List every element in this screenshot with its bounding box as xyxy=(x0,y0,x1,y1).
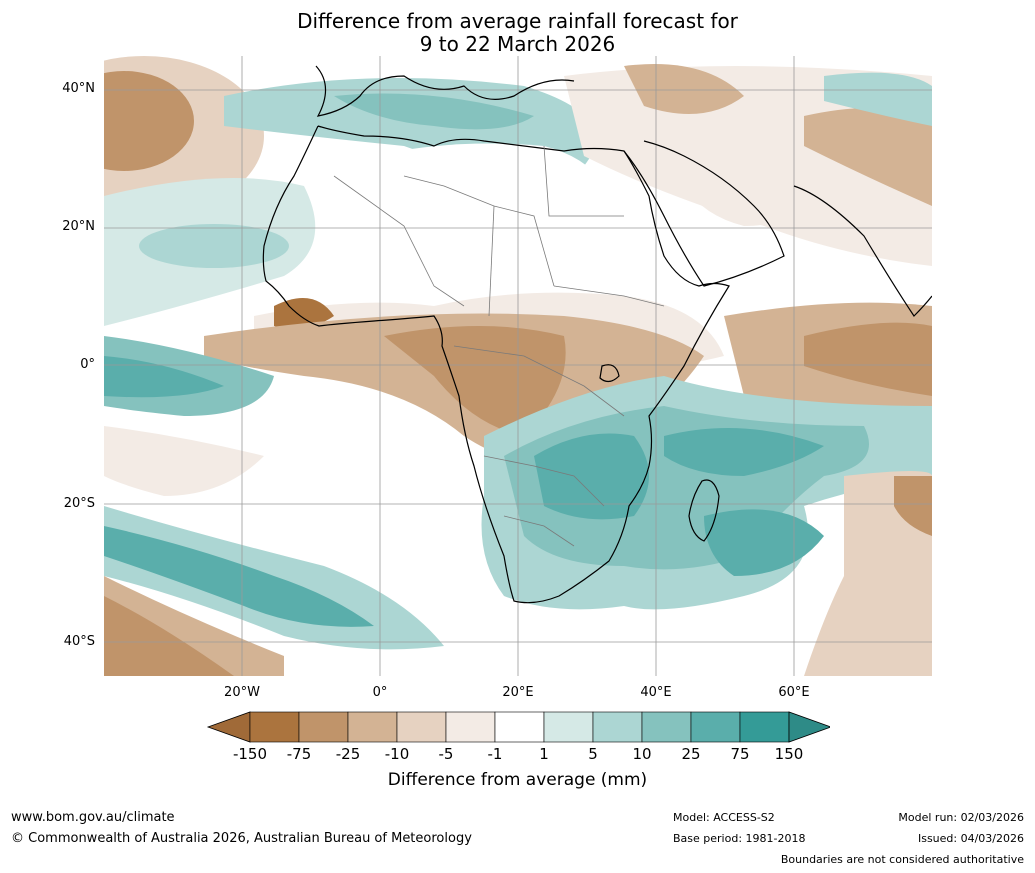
rainfall-anomaly-map xyxy=(104,56,932,676)
footer-model-run: Model run: 02/03/2026 xyxy=(898,811,1024,824)
colorbar-swatch xyxy=(396,711,447,743)
country-borders xyxy=(333,145,665,547)
lon-label-20e: 20°E xyxy=(502,685,534,700)
colorbar-tick-label: 5 xyxy=(588,745,598,763)
colorbar-swatch xyxy=(445,711,496,743)
colorbar-swatch xyxy=(739,711,790,743)
colorbar-tick-label: 1 xyxy=(539,745,549,763)
map-canvas xyxy=(104,56,932,676)
lon-label-60e: 60°E xyxy=(778,685,810,700)
colorbar-swatch xyxy=(641,711,692,743)
colorbar-swatch xyxy=(494,711,545,743)
colorbar-arrow-low xyxy=(206,711,251,743)
colorbar-tick-label: -25 xyxy=(335,745,361,763)
colorbar-tick-label: 10 xyxy=(632,745,652,763)
map-title-line-2: 9 to 22 March 2026 xyxy=(419,32,616,56)
colorbar-tick-label: -1 xyxy=(487,745,503,763)
footer-issued: Issued: 04/03/2026 xyxy=(917,832,1024,845)
footer-copyright: © Commonwealth of Australia 2026, Austra… xyxy=(11,831,472,846)
footer-website: www.bom.gov.au/climate xyxy=(11,810,175,825)
colorbar-swatch xyxy=(690,711,741,743)
colorbar-tick-label: 25 xyxy=(681,745,701,763)
lon-label-20w: 20°W xyxy=(224,685,260,700)
lat-label-0: 0° xyxy=(80,357,95,372)
colorbar-tick-label: 150 xyxy=(774,745,804,763)
colorbar-tick-label: -75 xyxy=(286,745,312,763)
map-title-line-1: Difference from average rainfall forecas… xyxy=(297,9,738,33)
colorbar-tick-label: -10 xyxy=(384,745,410,763)
colorbar-swatch xyxy=(249,711,300,743)
colorbar-tick-label: -150 xyxy=(232,745,268,763)
anomaly-fields xyxy=(104,56,932,676)
lat-label-20s: 20°S xyxy=(63,496,95,511)
colorbar xyxy=(206,711,830,743)
coastlines xyxy=(262,65,932,604)
colorbar-tick-label: -5 xyxy=(438,745,454,763)
colorbar-label: Difference from average (mm) xyxy=(387,770,648,790)
footer-base-period: Base period: 1981-2018 xyxy=(673,832,806,845)
colorbar-swatch xyxy=(347,711,398,743)
colorbar-swatch xyxy=(298,711,349,743)
lon-label-0: 0° xyxy=(372,685,388,700)
colorbar-swatch xyxy=(543,711,594,743)
footer-disclaimer: Boundaries are not considered authoritat… xyxy=(780,853,1024,866)
footer-model: Model: ACCESS-S2 xyxy=(673,811,775,824)
colorbar-swatch xyxy=(592,711,643,743)
lat-label-20n: 20°N xyxy=(62,219,95,234)
colorbar-tick-label: 75 xyxy=(730,745,750,763)
lon-label-40e: 40°E xyxy=(640,685,672,700)
lat-label-40n: 40°N xyxy=(62,81,95,96)
colorbar-arrow-high xyxy=(788,711,830,743)
lat-label-40s: 40°S xyxy=(63,634,95,649)
graticule xyxy=(104,56,932,676)
